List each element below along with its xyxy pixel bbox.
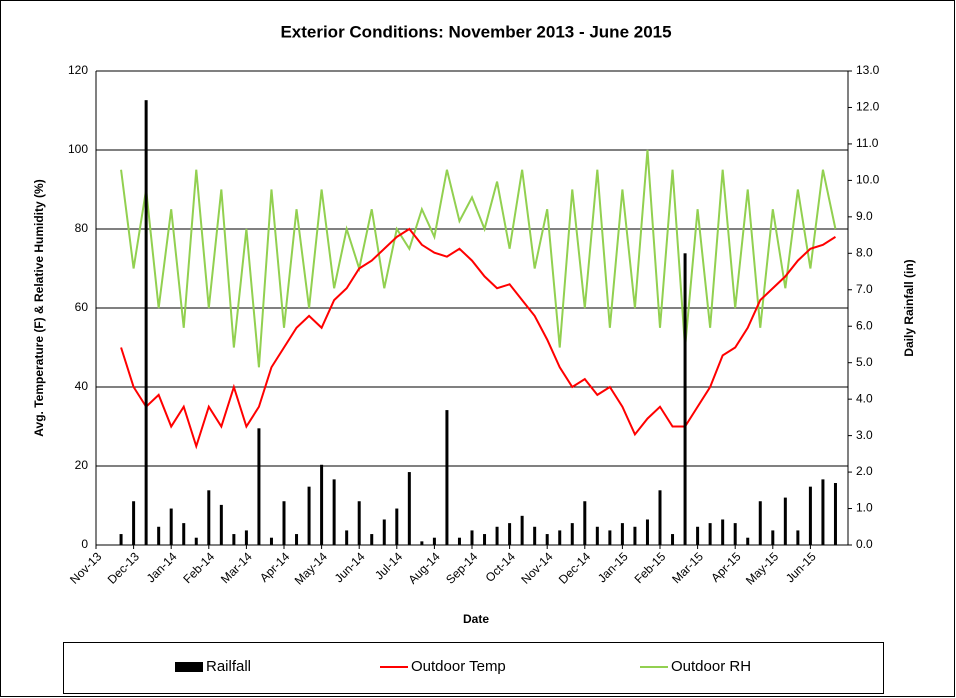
rain-bar: [332, 479, 336, 545]
rain-bar: [194, 537, 198, 545]
y2-tick-label: 1.0: [856, 501, 873, 515]
y-tick-label: 20: [75, 458, 89, 472]
y2-tick-label: 9.0: [856, 209, 873, 223]
rain-bar: [307, 486, 311, 545]
rain-bar: [232, 534, 236, 545]
rain-bar: [558, 530, 562, 545]
y2-tick-label: 13.0: [856, 63, 880, 77]
rain-bar: [370, 534, 374, 545]
rain-bar: [808, 486, 812, 545]
chart-title: Exterior Conditions: November 2013 - Jun…: [280, 22, 671, 41]
y-tick-label: 100: [68, 142, 88, 156]
rain-bar: [470, 530, 474, 545]
rain-bar: [157, 526, 161, 545]
y2-tick-label: 5.0: [856, 355, 873, 369]
rain-bar: [357, 501, 361, 545]
rain-bar: [708, 523, 712, 545]
rain-bar: [733, 523, 737, 545]
rain-bar: [520, 515, 524, 545]
rain-bar: [182, 523, 186, 545]
y2-tick-label: 10.0: [856, 173, 880, 187]
rain-bar: [282, 501, 286, 545]
rain-bar: [495, 526, 499, 545]
rain-bar: [269, 537, 273, 545]
rain-bar: [144, 100, 148, 546]
rain-bar: [633, 526, 637, 545]
rain-bar: [583, 501, 587, 545]
y2-tick-label: 4.0: [856, 391, 873, 405]
y-tick-label: 120: [68, 63, 88, 77]
rain-bar: [595, 526, 599, 545]
y-tick-label: 40: [75, 379, 89, 393]
rain-bar: [783, 497, 787, 545]
rain-bar: [432, 537, 436, 545]
legend-label: Outdoor RH: [671, 658, 751, 675]
rain-bar: [132, 501, 136, 545]
rain-bar: [508, 523, 512, 545]
rain-bar: [545, 534, 549, 545]
rain-bar: [219, 504, 223, 545]
rain-bar: [746, 537, 750, 545]
rain-bar: [169, 508, 173, 545]
legend-box: [63, 642, 884, 694]
rain-bar: [533, 526, 537, 545]
legend-label: Railfall: [206, 658, 251, 675]
rain-bar: [570, 523, 574, 545]
rain-bar: [608, 530, 612, 545]
y-axis-label: Avg. Temperature (F) & Relative Humidity…: [32, 179, 46, 436]
y2-tick-label: 6.0: [856, 318, 873, 332]
legend-swatch: [175, 662, 203, 672]
rain-bar: [244, 530, 248, 545]
rain-bar: [771, 530, 775, 545]
rain-bar: [420, 541, 424, 545]
y2-tick-label: 7.0: [856, 282, 873, 296]
y-tick-label: 0: [81, 537, 88, 551]
rain-bar: [721, 519, 725, 545]
series-line: [120, 227, 837, 450]
y2-tick-label: 12.0: [856, 100, 880, 114]
y-tick-label: 60: [75, 300, 89, 314]
rain-bar: [257, 428, 261, 545]
rain-bar: [207, 490, 211, 545]
y2-tick-label: 8.0: [856, 245, 873, 259]
rain-bar: [833, 483, 837, 545]
rain-bar: [821, 479, 825, 545]
rain-bar: [382, 519, 386, 545]
rain-bar: [395, 508, 399, 545]
rain-bar: [683, 253, 687, 546]
y2-axis-label: Daily Rainfall (in): [902, 259, 916, 356]
rain-bar: [696, 526, 700, 545]
series-line: [120, 149, 837, 368]
rain-bar: [345, 530, 349, 545]
y2-tick-label: 2.0: [856, 464, 873, 478]
rain-bar: [671, 534, 675, 545]
rain-bar: [407, 472, 411, 545]
rain-bar: [620, 523, 624, 545]
y-tick-label: 80: [75, 221, 89, 235]
rain-bar: [320, 464, 324, 545]
legend-label: Outdoor Temp: [411, 658, 506, 675]
rain-bar: [457, 537, 461, 545]
rain-bar: [119, 534, 123, 545]
y2-tick-label: 0.0: [856, 537, 873, 551]
y2-tick-label: 11.0: [856, 136, 879, 150]
rain-bar: [658, 490, 662, 545]
rain-bar: [796, 530, 800, 545]
y2-tick-label: 3.0: [856, 428, 873, 442]
rain-bar: [445, 410, 449, 545]
rain-bar: [483, 534, 487, 545]
rain-bar: [645, 519, 649, 545]
rain-bar: [295, 534, 299, 545]
x-axis-label: Date: [463, 612, 489, 626]
rain-bar: [758, 501, 762, 545]
